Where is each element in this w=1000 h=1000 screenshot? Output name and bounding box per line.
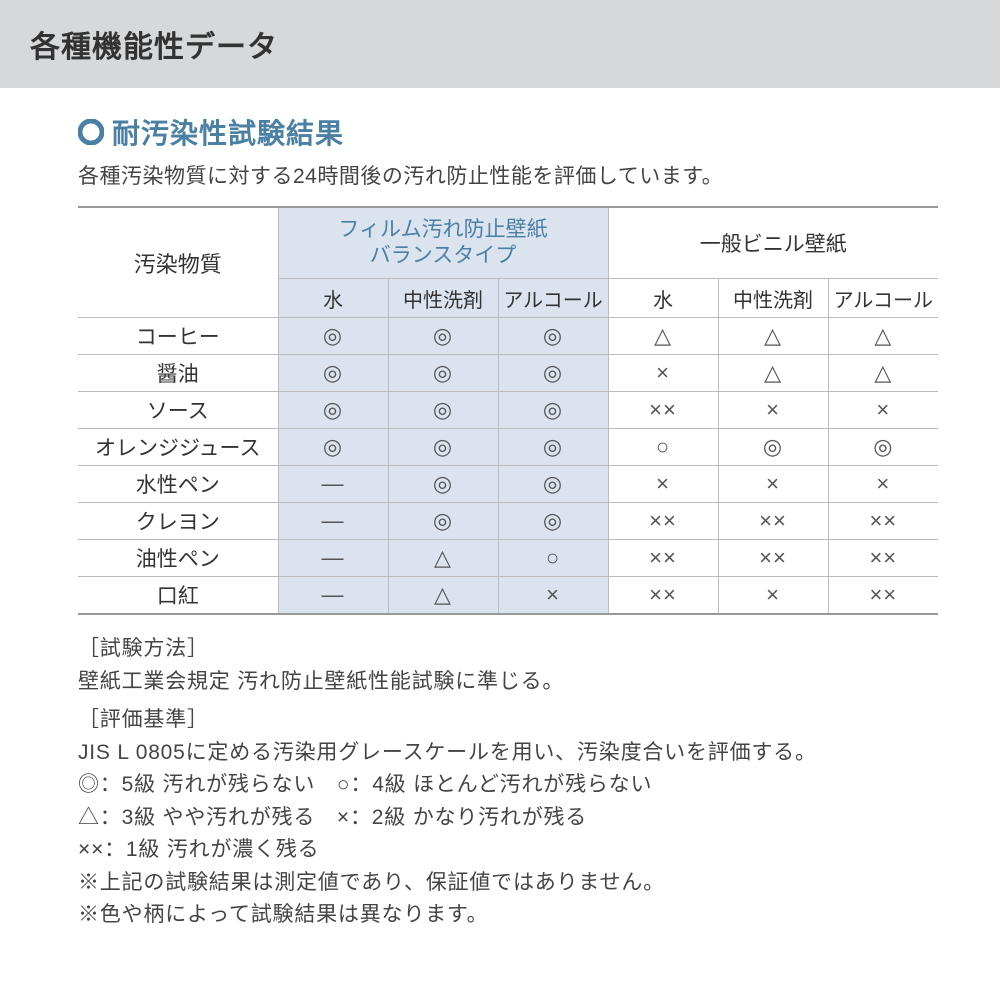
table-cell: — [278, 577, 388, 615]
table-cell: ×× [718, 503, 828, 540]
table-cell: ◎ [388, 429, 498, 466]
table-cell: — [278, 540, 388, 577]
row-label-header: 汚染物質 [78, 207, 278, 318]
group-header-film-line1: フィルム汚れ防止壁紙 [279, 217, 608, 243]
table-cell: ×× [718, 540, 828, 577]
results-table: 汚染物質 フィルム汚れ防止壁紙 バランスタイプ 一般ビニル壁紙 水 中性洗剤 ア… [78, 206, 938, 615]
table-cell: ◎ [388, 503, 498, 540]
table-cell: ◎ [498, 392, 608, 429]
section-intro: 各種汚染物質に対する24時間後の汚れ防止性能を評価しています。 [78, 160, 945, 190]
table-row: オレンジジュース◎◎◎○◎◎ [78, 429, 938, 466]
group-header-vinyl: 一般ビニル壁紙 [608, 207, 938, 279]
bullet-icon [78, 119, 104, 145]
table-cell: × [828, 392, 938, 429]
table-row: ソース◎◎◎×××× [78, 392, 938, 429]
legend-line: △：3級 やや汚れが残る ×：2級 かなり汚れが残る [78, 802, 945, 835]
table-row: クレヨン—◎◎×××××× [78, 503, 938, 540]
table-cell: △ [718, 318, 828, 355]
sub-header: 中性洗剤 [718, 279, 828, 318]
table-cell: × [718, 466, 828, 503]
table-cell: ◎ [498, 466, 608, 503]
row-label: コーヒー [78, 318, 278, 355]
table-cell: ×× [828, 503, 938, 540]
table-cell: ◎ [388, 466, 498, 503]
sub-header: 水 [608, 279, 718, 318]
table-cell: △ [608, 318, 718, 355]
table-cell: ◎ [498, 429, 608, 466]
table-cell: △ [388, 577, 498, 615]
sub-header: 中性洗剤 [388, 279, 498, 318]
table-cell: × [608, 355, 718, 392]
table-cell: — [278, 466, 388, 503]
table-row: コーヒー◎◎◎△△△ [78, 318, 938, 355]
table-cell: ◎ [388, 392, 498, 429]
table-cell: ×× [828, 577, 938, 615]
table-cell: ◎ [828, 429, 938, 466]
section-heading: 耐汚染性試験結果 [78, 112, 945, 152]
row-label: オレンジジュース [78, 429, 278, 466]
method-label: ［試験方法］ [78, 633, 945, 666]
table-cell: ◎ [278, 392, 388, 429]
method-text: 壁紙工業会規定 汚れ防止壁紙性能試験に準じる。 [78, 666, 945, 699]
table-cell: △ [718, 355, 828, 392]
legend-line: ◎：5級 汚れが残らない ○：4級 ほとんど汚れが残らない [78, 769, 945, 802]
table-cell: ◎ [388, 355, 498, 392]
group-header-film-line2: バランスタイプ [279, 243, 608, 269]
table-cell: △ [828, 355, 938, 392]
table-cell: △ [388, 540, 498, 577]
sub-header: 水 [278, 279, 388, 318]
criteria-label: ［評価基準］ [78, 704, 945, 737]
table-cell: ◎ [278, 318, 388, 355]
content-area: 耐汚染性試験結果 各種汚染物質に対する24時間後の汚れ防止性能を評価しています。… [0, 88, 1000, 932]
table-row: 口紅—△×××××× [78, 577, 938, 615]
table-cell: ◎ [498, 503, 608, 540]
criteria-text: JIS L 0805に定める汚染用グレースケールを用い、汚染度合いを評価する。 [78, 737, 945, 770]
table-row: 油性ペン—△○×××××× [78, 540, 938, 577]
table-cell: ○ [608, 429, 718, 466]
table-cell: ×× [828, 540, 938, 577]
table-cell: × [718, 392, 828, 429]
table-cell: ◎ [388, 318, 498, 355]
table-cell: ◎ [718, 429, 828, 466]
table-cell: — [278, 503, 388, 540]
table-cell: ◎ [278, 429, 388, 466]
table-cell: ×× [608, 503, 718, 540]
footnote: ※上記の試験結果は測定値であり、保証値ではありません。 [78, 867, 945, 900]
table-cell: × [498, 577, 608, 615]
table-cell: × [718, 577, 828, 615]
table-cell: △ [828, 318, 938, 355]
table-cell: ◎ [498, 355, 608, 392]
row-label: 水性ペン [78, 466, 278, 503]
table-row: 醤油◎◎◎×△△ [78, 355, 938, 392]
table-cell: × [608, 466, 718, 503]
table-cell: ×× [608, 540, 718, 577]
notes-block: ［試験方法］ 壁紙工業会規定 汚れ防止壁紙性能試験に準じる。 ［評価基準］ JI… [78, 633, 945, 932]
footnote: ※色や柄によって試験結果は異なります。 [78, 899, 945, 932]
row-label: 油性ペン [78, 540, 278, 577]
group-header-vinyl-line1: 一般ビニル壁紙 [609, 228, 939, 258]
table-cell: × [828, 466, 938, 503]
group-header-film: フィルム汚れ防止壁紙 バランスタイプ [278, 207, 608, 279]
header-band: 各種機能性データ [0, 0, 1000, 88]
sub-header: アルコール [498, 279, 608, 318]
table-cell: ×× [608, 577, 718, 615]
table-cell: ◎ [278, 355, 388, 392]
legend-line: ××：1級 汚れが濃く残る [78, 834, 945, 867]
row-label: 醤油 [78, 355, 278, 392]
row-label: クレヨン [78, 503, 278, 540]
table-cell: ○ [498, 540, 608, 577]
table-cell: ◎ [498, 318, 608, 355]
section-title: 耐汚染性試験結果 [112, 112, 344, 152]
page-title: 各種機能性データ [30, 22, 1000, 66]
sub-header: アルコール [828, 279, 938, 318]
table-row: 水性ペン—◎◎××× [78, 466, 938, 503]
row-label: 口紅 [78, 577, 278, 615]
table-cell: ×× [608, 392, 718, 429]
row-label: ソース [78, 392, 278, 429]
